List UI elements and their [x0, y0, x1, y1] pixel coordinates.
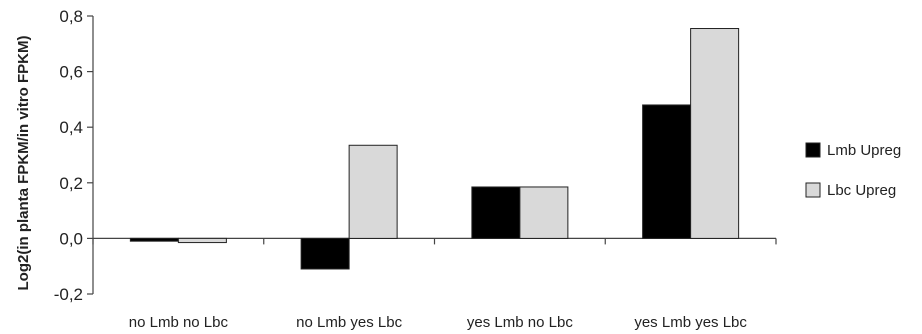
x-category-label: no Lmb no Lbc	[129, 314, 229, 331]
bar	[690, 28, 740, 239]
legend-entry: Lbc Upreg	[827, 182, 896, 199]
bar	[348, 144, 398, 239]
legend-entry: Lmb Upreg	[827, 142, 901, 159]
y-tick-label: 0,4	[59, 118, 83, 137]
legend-swatch	[805, 142, 821, 158]
y-tick-label: 0,8	[59, 7, 83, 26]
bar	[471, 186, 521, 239]
bar	[177, 237, 227, 244]
bar	[519, 186, 569, 239]
chart-legend: Lmb Upreg Lbc Upreg	[805, 142, 901, 199]
x-category-label: no Lmb yes Lbc	[296, 314, 402, 331]
chart-bars	[129, 28, 740, 270]
y-tick-label: 0,2	[59, 174, 83, 193]
bar	[300, 237, 350, 270]
chart-labels: -0,2 0,0 0,2 0,4 0,6 0,8 no Lmb no Lbc no Lmb y…	[54, 7, 748, 331]
y-tick-label: -0,2	[54, 285, 83, 304]
bar	[129, 237, 179, 242]
y-tick-label: 0,0	[59, 229, 83, 248]
legend-swatch	[805, 182, 821, 198]
bar	[642, 104, 692, 239]
x-category-label: yes Lmb no Lbc	[467, 314, 573, 331]
y-axis-title: Log2(in planta FPKM/in vitro FPKM)	[15, 36, 32, 291]
y-tick-label: 0,6	[59, 63, 83, 82]
x-category-label: yes Lmb yes Lbc	[634, 314, 747, 331]
